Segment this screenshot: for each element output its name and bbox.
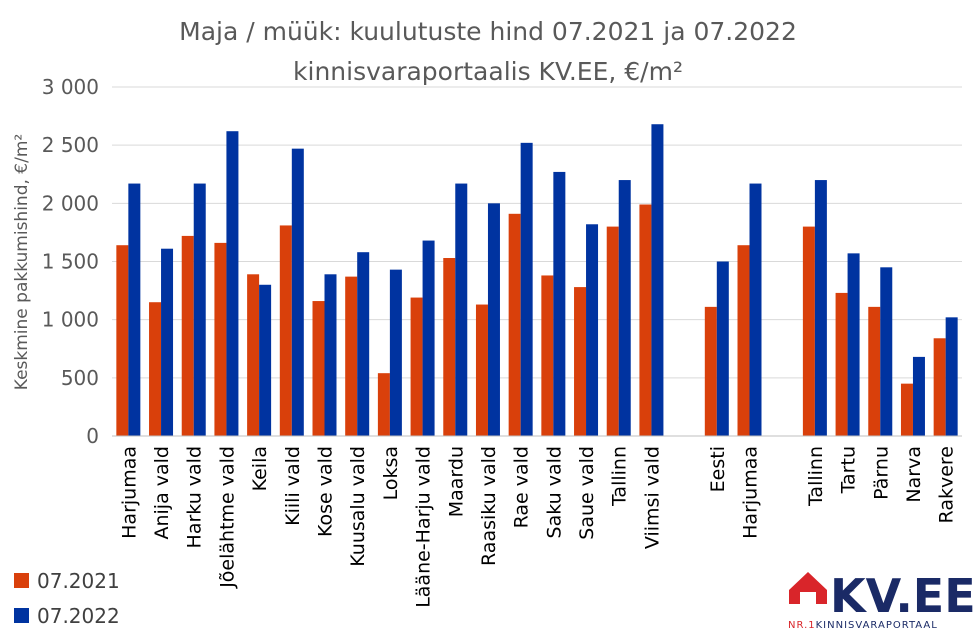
y-tick-label: 1 000 [42,308,99,332]
bar-07-2022 [422,240,435,436]
bar-07-2021 [606,226,619,436]
bar-07-2021 [541,275,554,436]
bar-07-2021 [574,287,587,436]
bar-07-2021 [737,245,750,436]
x-tick-label: Maardu [445,446,467,517]
x-tick-label: Anija vald [151,446,173,540]
y-tick-label: 500 [61,366,99,390]
bar-07-2022 [389,269,402,436]
bar-07-2021 [639,204,652,436]
x-tick-label: Kuusalu vald [347,446,369,567]
kv-ee-logo: KV.EE NR.1KINNISVARAPORTAAL [788,569,976,631]
bar-07-2022 [487,203,500,436]
bar-07-2022 [651,124,664,436]
y-tick-label: 0 [86,424,99,448]
bar-07-2021 [475,304,488,436]
gridlines [112,86,962,379]
x-tick-label: Eesti [707,446,729,492]
x-tick-label: Saku vald [543,446,565,538]
bar-07-2022 [880,267,893,436]
bar-07-2021 [802,226,815,436]
x-tick-label: Tallinn [609,446,631,507]
house-icon [789,572,827,604]
bar-07-2021 [149,302,162,436]
x-tick-label: Rakvere [936,446,958,523]
y-axis-label: Keskmine pakkumishind, €/m² [12,134,32,390]
bar-07-2021 [443,258,456,436]
y-tick-label: 2 000 [42,191,99,215]
bar-07-2021 [900,383,913,436]
legend-label-07-2021: 07.2021 [37,569,120,593]
bar-07-2021 [181,235,194,436]
x-tick-label: Tartu [838,446,860,494]
x-tick-label: Tallinn [805,446,827,507]
bar-07-2022 [226,131,239,436]
bar-07-2022 [716,261,729,436]
bar-07-2022 [618,180,631,436]
x-tick-label: Rae vald [511,446,533,528]
bar-07-2022 [847,253,860,436]
bar-07-2022 [161,248,174,436]
bar-07-2022 [553,171,566,436]
bar-07-2021 [247,274,260,436]
bar-07-2022 [749,183,762,436]
bar-07-2021 [377,373,390,436]
bar-07-2022 [814,180,827,436]
x-tick-label: Harjumaa [118,446,140,539]
bar-07-2021 [312,301,325,436]
x-tick-label: Narva [903,446,925,503]
x-tick-label: Jõelähtme vald [216,446,238,589]
bar-07-2021 [345,276,358,436]
bar-07-2021 [835,292,848,436]
y-tick-label: 1 500 [42,250,99,274]
x-tick-label: Viimsi vald [641,446,663,549]
bar-07-2022 [259,284,272,436]
legend: 07.2021 07.2022 [14,569,120,628]
logo-tagline-prefix: NR.1 [788,620,816,631]
x-tick-label: Kose vald [315,446,337,537]
x-tick-label: Kiili vald [282,446,304,526]
x-tick-label: Lääne-Harju vald [413,446,435,608]
x-tick-label: Raasiku vald [478,446,500,566]
bars [116,124,958,436]
x-tick-label: Keila [249,446,271,491]
legend-swatch-07-2022 [14,608,29,623]
bar-07-2022 [324,274,337,436]
bar-07-2021 [508,213,521,436]
logo-wordmark: KV.EE [830,569,976,623]
bar-07-2022 [586,224,599,436]
x-tick-label: Harjumaa [740,446,762,539]
y-tick-label: 2 500 [42,133,99,157]
bar-07-2022 [357,252,370,436]
bar-07-2021 [116,245,129,436]
bar-07-2021 [704,306,717,436]
chart-title: Maja / müük: kuulutuste hind 07.2021 ja … [179,17,797,46]
bar-07-2022 [912,356,925,436]
x-tick-label: Loksa [380,446,402,500]
bar-07-2022 [520,142,533,436]
bar-07-2022 [193,183,206,436]
bar-07-2022 [128,183,141,436]
bar-07-2022 [455,183,468,436]
x-tick-label: Pärnu [870,446,892,500]
logo-tagline-text: KINNISVARAPORTAAL [816,620,938,631]
bar-07-2021 [214,242,227,436]
x-axis-ticks: Harjumaa Anija vald Harku vald Jõelähtme va… [118,446,957,608]
bar-07-2021 [868,306,881,436]
x-tick-label: Saue vald [576,446,598,540]
bar-07-2022 [945,317,958,436]
bar-07-2022 [291,148,304,436]
chart-subtitle: kinnisvaraportaalis KV.EE, €/m² [293,57,683,86]
y-axis-ticks: 0 500 1 000 1 500 2 000 2 500 3 000 [42,75,99,448]
legend-swatch-07-2021 [14,573,29,588]
bar-07-2021 [410,297,423,436]
x-tick-label: Harku vald [184,446,206,548]
bar-07-2021 [279,225,292,436]
legend-label-07-2022: 07.2022 [37,604,120,628]
bar-07-2021 [933,338,946,436]
logo-tagline: NR.1KINNISVARAPORTAAL [788,620,938,631]
y-tick-label: 3 000 [42,75,99,99]
